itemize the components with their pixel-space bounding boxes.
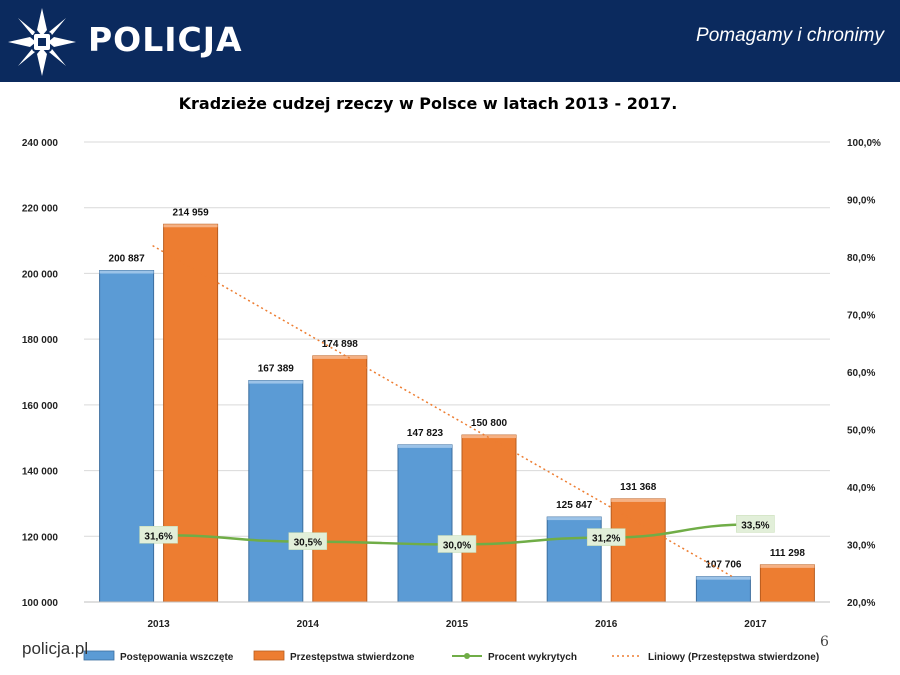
y-tick-label: 160 000	[22, 401, 59, 412]
police-star-icon	[8, 8, 76, 76]
y-tick-label: 240 000	[22, 138, 59, 149]
percent-data-label: 31,2%	[592, 534, 620, 545]
bar-data-label: 107 706	[705, 560, 742, 571]
y2-tick-label: 30,0%	[847, 541, 875, 552]
bar-highlight	[760, 564, 815, 568]
y2-tick-label: 70,0%	[847, 311, 875, 322]
bar-stwierdzone	[163, 223, 219, 603]
legend-label: Postępowania wszczęte	[120, 652, 234, 663]
percent-label-box	[586, 528, 626, 546]
x-tick-label: 2014	[297, 619, 320, 630]
bar-highlight	[312, 355, 367, 359]
percent-data-label: 30,5%	[294, 538, 322, 549]
bar-data-label: 131 368	[620, 482, 657, 493]
bar-highlight	[398, 444, 452, 448]
y-tick-label: 140 000	[22, 467, 59, 478]
bar-data-label: 174 898	[322, 339, 359, 350]
y2-tick-label: 60,0%	[847, 368, 875, 379]
percent-label-box	[736, 515, 775, 533]
bar-data-label: 147 823	[407, 428, 444, 439]
y2-tick-label: 90,0%	[847, 196, 875, 207]
y-tick-label: 120 000	[22, 532, 59, 543]
bar-data-label: 150 800	[471, 418, 508, 429]
percent-label-box	[288, 532, 328, 550]
bar-data-label: 200 887	[109, 254, 146, 265]
y2-tick-label: 50,0%	[847, 426, 875, 437]
bar-highlight	[696, 576, 751, 580]
y-tick-label: 200 000	[22, 269, 59, 280]
y-tick-label: 220 000	[22, 204, 59, 215]
percent-data-label: 33,5%	[741, 520, 769, 531]
legend-label: Procent wykrytych	[488, 652, 577, 663]
percent-data-label: 30,0%	[443, 541, 471, 552]
bar-stwierdzone	[461, 434, 517, 603]
legend-swatch-marker	[464, 653, 470, 659]
brand-name: POLICJA	[88, 20, 243, 59]
bar-highlight	[462, 435, 516, 439]
chart-title: Kradzieże cudzej rzeczy w Polsce w latac…	[179, 94, 678, 113]
y2-tick-label: 80,0%	[847, 253, 875, 264]
bar-data-label: 214 959	[173, 207, 210, 218]
header-bar: POLICJA Pomagamy i chronimy	[0, 0, 900, 82]
slogan: Pomagamy i chronimy	[696, 25, 884, 46]
bar-wszczete	[99, 270, 155, 603]
percent-label-box	[139, 526, 178, 544]
percent-data-label: 31,6%	[144, 531, 172, 542]
bar-highlight	[611, 498, 666, 502]
x-tick-label: 2016	[595, 619, 618, 630]
bar-wszczete	[397, 444, 453, 603]
bar-highlight	[163, 224, 218, 228]
bar-data-label: 167 389	[258, 364, 295, 375]
site-url: policja.pl	[22, 639, 89, 658]
legend-swatch	[253, 650, 285, 661]
trendline	[152, 245, 734, 578]
legend-swatch	[83, 650, 115, 661]
bar-highlight	[248, 380, 303, 384]
y-tick-label: 180 000	[22, 335, 59, 346]
y-tick-label: 100 000	[22, 598, 59, 609]
bar-highlight	[99, 270, 154, 274]
percent-label-box	[437, 535, 477, 553]
bar-stwierdzone	[759, 564, 815, 603]
bar-data-label: 111 298	[770, 548, 805, 559]
chart: Kradzieże cudzej rzeczy w Polsce w latac…	[22, 94, 881, 663]
y2-tick-label: 40,0%	[847, 483, 875, 494]
x-tick-label: 2015	[446, 619, 469, 630]
bar-stwierdzone	[610, 498, 666, 603]
y2-tick-label: 100,0%	[847, 138, 881, 149]
x-tick-label: 2013	[147, 619, 170, 630]
bar-data-label: 125 847	[556, 500, 593, 511]
bar-stwierdzone	[312, 355, 368, 603]
x-tick-label: 2017	[744, 619, 767, 630]
page-number: 6	[820, 634, 829, 650]
legend-label: Przestępstwa stwierdzone	[290, 652, 415, 663]
bar-wszczete	[695, 576, 751, 603]
y2-tick-label: 20,0%	[847, 598, 875, 609]
bar-highlight	[547, 517, 602, 521]
bar-wszczete	[248, 380, 304, 603]
legend-label: Liniowy (Przestępstwa stwierdzone)	[648, 652, 819, 663]
